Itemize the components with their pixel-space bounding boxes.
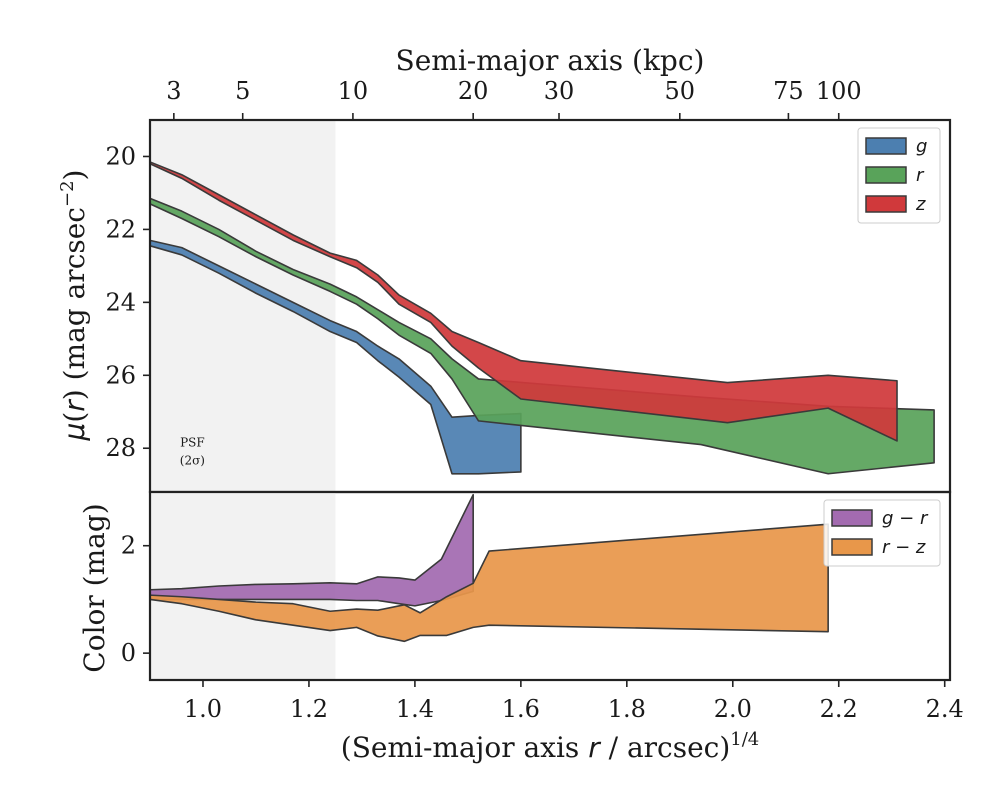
x-axis-ticks: 1.0 1.2 1.4 1.6 1.8 2.0 2.2 2.4 (184, 680, 964, 723)
xlabel-variable: r (588, 731, 601, 764)
legend-label-color-0: g − r (882, 508, 929, 529)
x-tick-label-5: 2.0 (714, 695, 752, 723)
x-tick-label-0: 1.0 (184, 695, 222, 723)
surface-brightness-y-label: μ(r) (mag arcsec−2) (57, 170, 91, 442)
y-tick-label-color-0: 0 (121, 639, 136, 667)
top-tick-label-3: 20 (458, 77, 489, 105)
surface-brightness-y-ticks: 20 22 24 26 28 (105, 142, 150, 462)
x-tick-label-2: 1.4 (396, 695, 434, 723)
legend-swatch-sb-0 (865, 137, 907, 155)
legend-label-sb-1: r (916, 165, 925, 186)
legend-swatch-sb-1 (865, 166, 907, 184)
top-tick-label-4: 30 (544, 77, 575, 105)
legend-swatch-color-1 (831, 538, 873, 556)
top-tick-label-5: 50 (665, 77, 696, 105)
ylabel-end: ) (58, 170, 91, 181)
band-sb-0 (149, 239, 522, 475)
top-tick-label-0: 3 (166, 77, 181, 105)
x-tick-label-4: 1.8 (608, 695, 646, 723)
xlabel-tail: / arcsec) (600, 731, 731, 764)
y-tick-label-sb-1: 22 (105, 215, 136, 243)
xlabel-main: (Semi-major axis (341, 731, 588, 764)
top-tick-label-6: 75 (773, 77, 804, 105)
surface-brightness-bands (149, 161, 935, 475)
ylabel-mu: μ (58, 423, 91, 442)
legend-swatch-color-0 (831, 509, 873, 527)
y-tick-label-sb-2: 24 (105, 288, 136, 316)
top-kpc-axis: 3 5 10 20 30 50 75 100 (166, 77, 862, 120)
legend-label-sb-0: g (916, 136, 927, 157)
y-tick-label-sb-0: 20 (105, 142, 136, 170)
top-tick-label-7: 100 (816, 77, 862, 105)
ylabel-close: ) (mag arcsec (58, 207, 91, 400)
x-axis-label: (Semi-major axis r / arcsec)1/4 (341, 729, 759, 764)
legend-label-color-1: r − z (882, 537, 926, 558)
color-y-ticks: 02 (121, 532, 150, 667)
y-tick-label-sb-3: 26 (105, 361, 136, 389)
ylabel-exponent: −2 (57, 180, 78, 207)
x-tick-label-7: 2.4 (926, 695, 964, 723)
x-tick-label-1: 1.2 (290, 695, 328, 723)
ylabel-open: ( (58, 412, 91, 423)
x-tick-label-3: 1.6 (502, 695, 540, 723)
surface-brightness-legend: grz (857, 127, 941, 224)
xlabel-exponent: 1/4 (730, 729, 759, 750)
y-tick-label-color-1: 2 (121, 532, 136, 560)
psf-shade-region (150, 120, 336, 492)
color-y-label: Color (mag) (78, 503, 111, 672)
color-panel: 02 g − rr − z Color (mag) (78, 490, 952, 682)
psf-annotation-line2: (2σ) (180, 454, 205, 468)
x-tick-label-6: 2.2 (820, 695, 858, 723)
ylabel-r: r (58, 399, 91, 412)
top-tick-label-2: 10 (338, 77, 369, 105)
band-color-1 (149, 523, 829, 643)
legend-swatch-sb-2 (865, 195, 907, 213)
y-tick-label-sb-4: 28 (105, 434, 136, 462)
psf-annotation-line1: PSF (180, 435, 205, 449)
top-tick-label-1: 5 (235, 77, 250, 105)
band-sb-2 (149, 161, 898, 442)
color-legend: g − r r − z (823, 499, 941, 567)
top-axis-label: Semi-major axis (kpc) (396, 44, 705, 77)
color-frame (148, 490, 952, 682)
legend-label-sb-2: z (915, 194, 926, 215)
color-bands (149, 493, 829, 643)
